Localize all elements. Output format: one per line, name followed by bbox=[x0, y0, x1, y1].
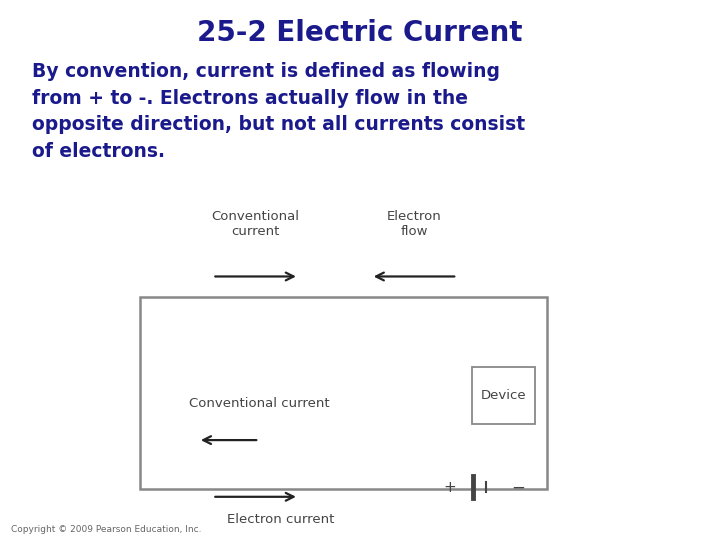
Text: Electron current: Electron current bbox=[227, 513, 335, 526]
Text: Conventional
current: Conventional current bbox=[212, 210, 300, 238]
Text: Device: Device bbox=[480, 389, 526, 402]
Text: Copyright © 2009 Pearson Education, Inc.: Copyright © 2009 Pearson Education, Inc. bbox=[11, 524, 202, 534]
Text: By convention, current is defined as flowing
from + to -. Electrons actually flo: By convention, current is defined as flo… bbox=[32, 62, 526, 160]
Bar bbox=[472, 367, 535, 424]
Text: 25-2 Electric Current: 25-2 Electric Current bbox=[197, 19, 523, 47]
Text: Electron
flow: Electron flow bbox=[387, 210, 441, 238]
Bar bbox=[140, 297, 547, 489]
Text: −: − bbox=[511, 478, 526, 497]
Text: Conventional current: Conventional current bbox=[189, 397, 330, 410]
Text: +: + bbox=[444, 480, 456, 495]
